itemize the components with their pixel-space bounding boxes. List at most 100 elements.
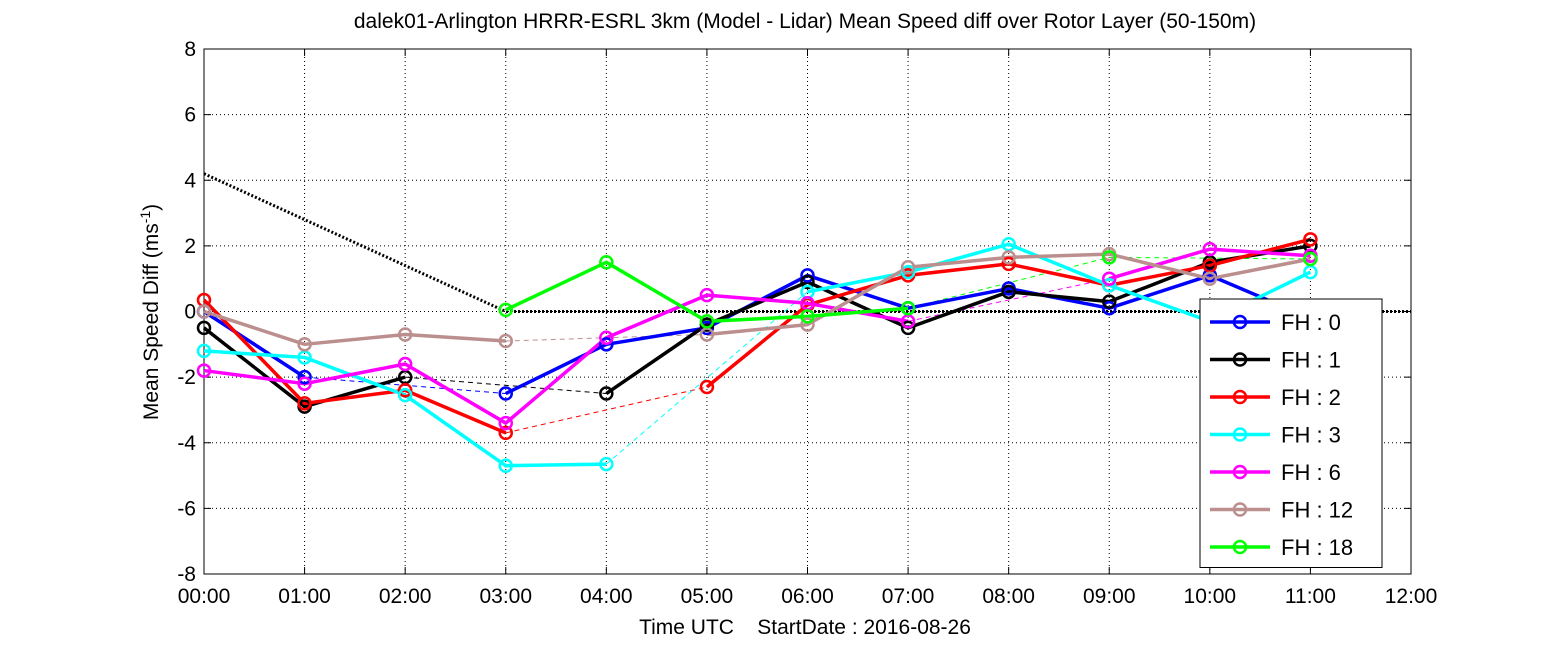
y-tick-label: -8	[177, 563, 196, 586]
data-point	[1102, 250, 1117, 265]
data-point	[1001, 256, 1016, 272]
y-tick-label: 0	[184, 301, 196, 324]
data-point	[800, 309, 815, 324]
chart-title: dalek01-Arlington HRRR-ESRL 3km (Model -…	[354, 10, 1256, 33]
data-point	[297, 396, 312, 411]
data-point	[699, 314, 715, 329]
x-axis-label: Time UTC StartDate : 2016-08-26	[639, 616, 971, 639]
y-tick-label: 4	[184, 169, 196, 192]
legend-marker	[1232, 314, 1248, 330]
data-point	[498, 333, 513, 349]
x-tick-label: 05:00	[681, 585, 734, 608]
legend-label: FH : 2	[1281, 385, 1341, 410]
y-axis-label: Mean Speed Diff (ms-1)	[137, 204, 163, 420]
data-point	[699, 379, 715, 395]
data-point	[599, 330, 614, 345]
series-gap-connector	[505, 386, 708, 434]
data-point	[498, 415, 513, 431]
x-tick-label: 12:00	[1385, 585, 1438, 608]
y-axis-label-exponent: -1	[137, 211, 153, 224]
x-tick-label: 07:00	[882, 585, 935, 608]
legend-marker	[1232, 389, 1248, 405]
data-point	[297, 376, 312, 391]
data-point	[1001, 284, 1016, 300]
data-point	[397, 387, 413, 403]
data-point	[397, 327, 413, 342]
data-point	[599, 337, 614, 352]
data-point	[1303, 251, 1318, 267]
data-point	[297, 337, 312, 352]
data-point	[800, 268, 815, 283]
data-point	[900, 259, 916, 275]
x-tick-label: 09:00	[1083, 585, 1136, 608]
legend-marker	[1232, 427, 1248, 442]
data-point	[1001, 250, 1016, 265]
series-markers	[196, 232, 1318, 473]
y-tick-label: -4	[177, 432, 196, 455]
legend-marker	[1232, 352, 1248, 367]
series-line-6	[1108, 247, 1311, 281]
data-point	[800, 274, 815, 290]
series-line-6	[203, 293, 909, 425]
data-point	[900, 300, 916, 316]
legend-label: FH : 12	[1281, 498, 1353, 523]
x-tick-label: 01:00	[278, 585, 331, 608]
data-point	[599, 456, 614, 472]
y-tick-label: 8	[184, 38, 196, 61]
data-point	[1303, 232, 1318, 247]
series-line-2	[202, 298, 507, 435]
y-axis-label-text: Mean Speed Diff (ms	[140, 223, 163, 420]
x-tick-label: 04:00	[580, 585, 633, 608]
data-point	[599, 386, 614, 401]
y-tick-label: 6	[184, 104, 196, 127]
legend-label: FH : 3	[1281, 423, 1341, 448]
data-point	[196, 343, 212, 359]
data-point	[800, 317, 815, 332]
data-point	[1102, 271, 1117, 286]
y-axis-label-close: )	[140, 204, 163, 211]
data-point	[1202, 241, 1218, 257]
x-tick-label: 02:00	[379, 585, 432, 608]
data-point	[498, 458, 513, 473]
data-point	[699, 287, 715, 303]
series-line-12	[203, 309, 506, 347]
x-tick-label: 08:00	[982, 585, 1035, 608]
x-tick-labels: 00:00 01:00 02:00 03:00 04:00 05:00 06:00 07:00…	[178, 585, 1438, 608]
y-tick-labels: -8 -6 -4 -2 0 2 4 6 8	[177, 38, 196, 586]
y-tick-label: -2	[177, 366, 196, 389]
legend-label: FH : 1	[1281, 348, 1341, 373]
legend-marker	[1232, 464, 1248, 480]
series-gap-connector	[907, 278, 1110, 322]
legend-label: FH : 0	[1281, 310, 1341, 335]
x-tick-label: 11:00	[1285, 585, 1336, 608]
data-point	[900, 264, 916, 280]
data-point	[1102, 278, 1117, 293]
series-gap-connector	[606, 291, 808, 465]
legend-label: FH : 6	[1281, 460, 1341, 485]
x-tick-label: 00:00	[178, 585, 231, 608]
data-point	[196, 320, 212, 336]
series-gap-connector	[1109, 256, 1311, 260]
data-point	[397, 383, 413, 398]
data-point	[196, 363, 212, 378]
data-point	[397, 356, 413, 372]
legend: FH : 0 FH : 1 FH : 2 FH : 3 FH : 6 FH : 12 FH …	[1199, 298, 1383, 568]
legend-label: FH : 18	[1281, 535, 1353, 560]
y-tick-label: 2	[184, 235, 196, 258]
data-point	[196, 304, 212, 319]
data-point	[1102, 294, 1117, 309]
series-line-0	[203, 310, 306, 379]
data-point	[900, 320, 916, 336]
data-point	[297, 369, 312, 385]
x-tick-label: 06:00	[781, 585, 834, 608]
data-point	[599, 255, 614, 270]
legend-marker	[1232, 502, 1248, 517]
data-point	[498, 386, 513, 401]
x-tick-label: 10:00	[1184, 585, 1237, 608]
data-point	[1202, 271, 1218, 286]
series-gap-connector	[405, 376, 607, 395]
y-tick-label: -6	[177, 497, 196, 520]
data-point	[498, 302, 513, 318]
legend-marker	[1232, 539, 1248, 555]
